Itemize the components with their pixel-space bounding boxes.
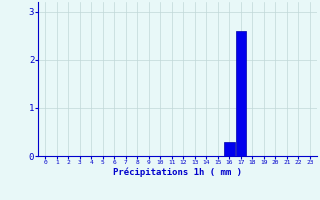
Bar [236, 31, 246, 156]
Bar [224, 142, 235, 156]
X-axis label: Précipitations 1h ( mm ): Précipitations 1h ( mm ) [113, 168, 242, 177]
